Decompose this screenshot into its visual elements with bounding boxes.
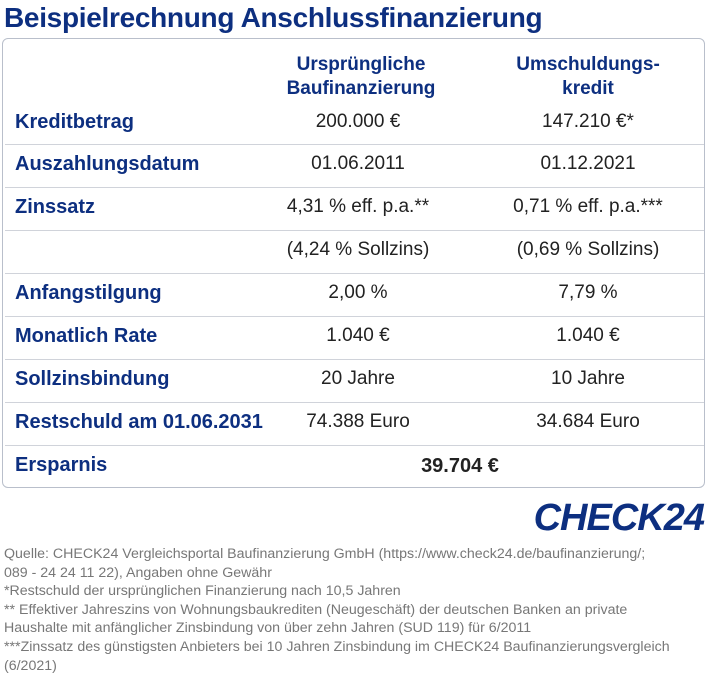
row-value-original: 200.000 €	[315, 111, 401, 132]
row-divider	[5, 187, 704, 188]
row-value-refinance: (0,69 % Sollzins)	[516, 239, 660, 260]
row-value-original: 01.06.2011	[311, 153, 405, 174]
row-label: Monatlich Rate	[15, 325, 158, 347]
table-row: Anfangstilgung 2,00 % 7,79 %	[3, 274, 706, 317]
row-label: Sollzinsbindung	[15, 368, 170, 390]
row-value-refinance: 7,79 %	[558, 282, 618, 303]
row-value-refinance: 34.684 Euro	[536, 411, 640, 432]
row-value-refinance: 0,71 % eff. p.a.***	[513, 196, 663, 217]
footnotes: Quelle: CHECK24 Vergleichsportal Baufina…	[4, 545, 708, 675]
row-label: Restschuld am 01.06.2031	[15, 411, 263, 433]
savings-value: 39.704 €	[421, 455, 499, 477]
row-value-original: 20 Jahre	[321, 368, 395, 389]
row-value-original: (4,24 % Sollzins)	[286, 239, 430, 260]
row-label: Auszahlungsdatum	[15, 153, 200, 175]
table-row: Restschuld am 01.06.2031 74.388 Euro 34.…	[3, 403, 706, 446]
row-value-refinance: 147.210 €*	[542, 111, 634, 132]
footnote-line: *Restschuld der ursprünglichen Finanzier…	[4, 583, 401, 600]
row-label: Anfangstilgung	[15, 282, 162, 304]
row-divider	[5, 445, 704, 446]
footnote-line: ***Zinssatz des günstigsten Anbieters be…	[4, 638, 670, 655]
table-row: Kreditbetrag 200.000 € 147.210 €*	[3, 103, 706, 146]
row-value-refinance: 01.12.2021	[540, 153, 636, 174]
row-divider	[5, 316, 704, 317]
row-value-refinance: 1.040 €	[556, 325, 620, 346]
savings-row: Ersparnis	[3, 446, 706, 489]
row-value-refinance: 10 Jahre	[551, 368, 625, 389]
footnote-line: ** Effektiver Jahreszins von Wohnungsbau…	[4, 601, 628, 618]
check24-logo: CHECK24	[533, 497, 705, 540]
row-value-original: 74.388 Euro	[306, 411, 410, 432]
column-header-original: Ursprüngliche Baufinanzierung	[251, 53, 471, 101]
page-title: Beispielrechnung Anschlussfinanzierung	[4, 2, 543, 33]
column-header-line: Umschuldungs-	[516, 54, 660, 75]
table-row: Sollzinsbindung 20 Jahre 10 Jahre	[3, 360, 706, 403]
row-value-original: 4,31 % eff. p.a.**	[286, 196, 430, 217]
footnote-line: Quelle: CHECK24 Vergleichsportal Baufina…	[4, 546, 646, 562]
table-row: Auszahlungsdatum 01.06.2011 01.12.2021	[3, 145, 706, 188]
column-header-line: Baufinanzierung	[286, 78, 436, 99]
savings-label: Ersparnis	[15, 454, 108, 476]
footnote-line: Haushalte mit anfänglicher Zinsbindung v…	[4, 620, 532, 637]
row-value-original: 2,00 %	[328, 282, 388, 303]
table-row: (4,24 % Sollzins) (0,69 % Sollzins)	[3, 231, 706, 274]
column-header-line: Ursprüngliche	[296, 54, 426, 75]
logo-text: CHECK24	[533, 497, 705, 539]
comparison-table: Ursprüngliche Baufinanzierung Umschuldun…	[2, 38, 705, 488]
footnote-line: 089 - 24 24 11 22), Angaben ohne Gewähr	[4, 564, 272, 581]
column-header-refinance: Umschuldungs- kredit	[478, 53, 698, 101]
row-label: Zinssatz	[15, 196, 96, 218]
row-divider	[5, 144, 704, 145]
row-divider	[5, 359, 704, 360]
table-row: Zinssatz 4,31 % eff. p.a.** 0,71 % eff. …	[3, 188, 706, 231]
row-value-original: 1.040 €	[326, 325, 390, 346]
row-label: Kreditbetrag	[15, 111, 134, 133]
footnote-line: (6/2021)	[4, 657, 57, 674]
table-row: Monatlich Rate 1.040 € 1.040 €	[3, 317, 706, 360]
row-divider	[5, 273, 704, 274]
column-header-line: kredit	[562, 78, 614, 99]
row-divider	[5, 402, 704, 403]
row-divider	[5, 230, 704, 231]
